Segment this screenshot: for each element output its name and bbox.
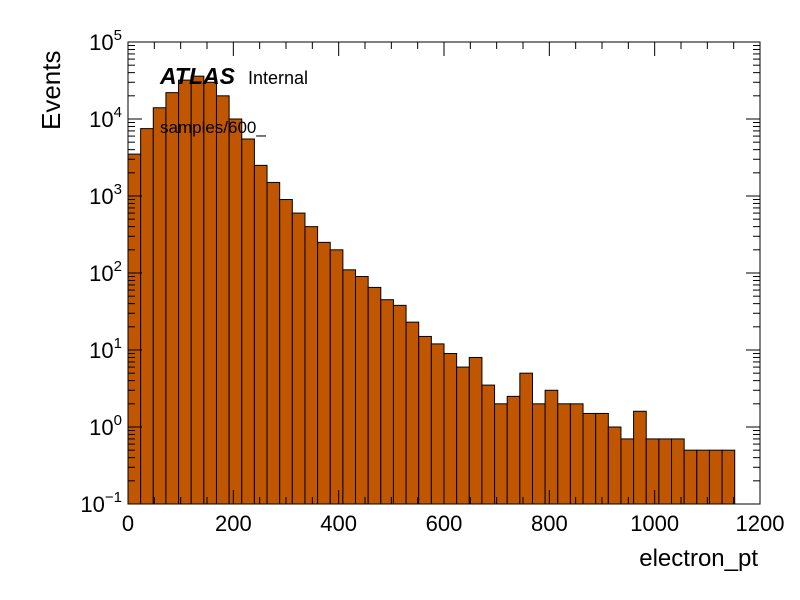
- histogram-bar: [620, 438, 635, 505]
- histogram-bar: [721, 449, 736, 505]
- status-label: Internal: [248, 68, 308, 88]
- y-tick-label: 101: [89, 335, 122, 363]
- histogram-bar: [671, 438, 685, 505]
- atlas-label: ATLAS: [159, 63, 236, 89]
- x-tick-label: 400: [320, 511, 357, 536]
- x-tick-label: 600: [426, 511, 463, 536]
- histogram-bar: [152, 107, 167, 505]
- histogram-bar: [241, 138, 255, 505]
- y-tick-label: 100: [89, 412, 122, 440]
- y-tick-label: 104: [89, 104, 122, 132]
- ticks-group: [127, 41, 761, 505]
- tick-labels-group: 0 200 400 600 800 1000 1200 10−1 100 101 102 103 104…: [80, 27, 784, 536]
- histogram-bar: [506, 395, 521, 505]
- y-tick-label: 10−1: [80, 489, 122, 517]
- histogram-bar: [380, 299, 394, 505]
- histogram-bar: [190, 75, 205, 505]
- y-tick-label: 102: [89, 258, 122, 286]
- histogram-bar: [708, 449, 723, 505]
- histogram-bar: [203, 81, 217, 505]
- histogram-bar: [342, 269, 357, 505]
- histogram-bar: [595, 412, 609, 505]
- histogram-bar: [355, 276, 369, 505]
- x-tick-label: 1000: [630, 511, 679, 536]
- histogram-bar: [607, 426, 622, 505]
- histogram-bar: [582, 412, 597, 505]
- histogram-bar: [544, 389, 559, 505]
- histogram-bar: [519, 372, 533, 505]
- histogram-bar: [468, 356, 483, 505]
- y-tick-label: 105: [89, 27, 122, 55]
- histogram-bar: [392, 304, 407, 505]
- x-tick-label: 200: [215, 511, 252, 536]
- histogram-bar: [165, 92, 180, 505]
- histogram-bar: [456, 366, 470, 505]
- bars-group: [127, 75, 736, 505]
- y-tick-label: 103: [89, 181, 122, 209]
- histogram-bar: [178, 79, 192, 505]
- histogram-bar: [215, 95, 230, 505]
- histogram-bar: [569, 403, 584, 505]
- x-tick-label: 0: [122, 511, 134, 536]
- histogram-bar: [531, 403, 546, 505]
- x-tick-label: 1200: [736, 511, 785, 536]
- sample-label: samples/600_: [160, 118, 266, 137]
- histogram-bar: [658, 438, 673, 505]
- histogram-bar: [494, 403, 508, 505]
- histogram-bar: [443, 353, 458, 505]
- histogram-bar: [367, 286, 382, 505]
- histogram-bar: [633, 410, 647, 505]
- y-axis-label: Events: [36, 51, 66, 131]
- histogram-bar: [557, 403, 571, 505]
- histogram-bar: [329, 249, 344, 505]
- x-tick-label: 800: [531, 511, 568, 536]
- histogram-bar: [481, 384, 496, 505]
- histogram-bar: [683, 449, 698, 505]
- histogram-bar: [430, 343, 445, 505]
- histogram-bar: [418, 335, 432, 505]
- histogram-bar: [291, 212, 306, 505]
- histogram-bar: [140, 128, 154, 505]
- histogram-bar: [645, 438, 660, 505]
- histogram-bar: [317, 241, 331, 505]
- histogram-bar: [279, 199, 293, 505]
- histogram-bar: [266, 181, 281, 505]
- histogram-bar: [127, 153, 142, 505]
- histogram-bar: [253, 164, 268, 505]
- histogram-bar: [228, 118, 243, 505]
- histogram-bar: [405, 321, 420, 505]
- histogram-bar: [696, 449, 710, 505]
- histogram-bar: [304, 226, 319, 505]
- x-axis-label: electron_pt: [639, 545, 758, 572]
